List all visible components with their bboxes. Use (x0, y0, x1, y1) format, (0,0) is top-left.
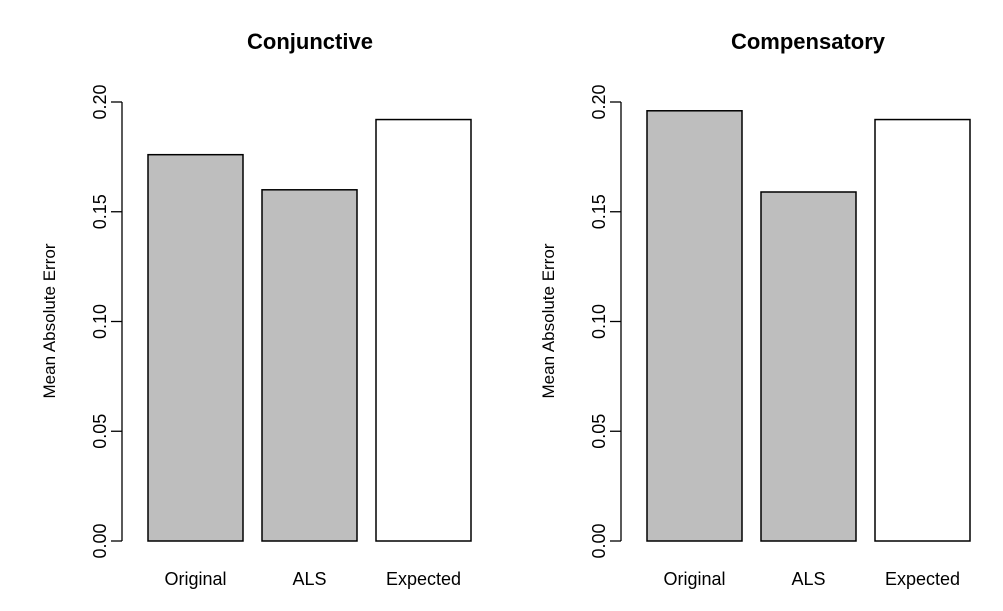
y-axis: 0.00 0.05 0.10 0.15 0.20 (589, 84, 622, 559)
chart-title: Compensatory (731, 29, 886, 54)
bar-als (760, 191, 857, 542)
y-tick-label: 0.10 (589, 304, 609, 339)
bars (646, 110, 971, 542)
bar-original (646, 110, 743, 542)
chart-title: Conjunctive (247, 29, 373, 54)
x-tick-label: ALS (791, 569, 825, 589)
bar-als (261, 189, 358, 542)
x-tick-label: Original (663, 569, 725, 589)
y-tick-label: 0.20 (589, 84, 609, 119)
y-axis-label: Mean Absolute Error (40, 243, 59, 398)
x-tick-label: Expected (885, 569, 960, 589)
x-tick-label: Original (164, 569, 226, 589)
y-tick-label: 0.00 (589, 523, 609, 558)
y-axis: 0.00 0.05 0.10 0.15 0.20 (90, 84, 123, 559)
bars (147, 118, 472, 542)
panel-compensatory: Compensatory Mean Absolute Error 0.000.0… (539, 29, 971, 589)
x-axis-labels: Original ALS Expected (663, 569, 960, 589)
x-tick-label: ALS (292, 569, 326, 589)
y-tick-label: 0.10 (90, 304, 110, 339)
y-axis-label: Mean Absolute Error (539, 243, 558, 398)
y-tick-label: 0.05 (589, 414, 609, 449)
x-tick-label: Expected (386, 569, 461, 589)
panel-conjunctive: Conjunctive Mean Absolute Error 0.00 0.05… (40, 29, 472, 589)
y-tick-label: 0.15 (90, 194, 110, 229)
x-axis-labels: Original ALS Expected (164, 569, 461, 589)
bar-expected (375, 118, 472, 542)
y-tick-label: 0.05 (90, 414, 110, 449)
y-tick-label: 0.20 (90, 84, 110, 119)
y-tick-label: 0.00 (90, 523, 110, 558)
bar-expected (874, 118, 971, 542)
bar-original (147, 153, 244, 542)
y-tick-label: 0.15 (589, 194, 609, 229)
